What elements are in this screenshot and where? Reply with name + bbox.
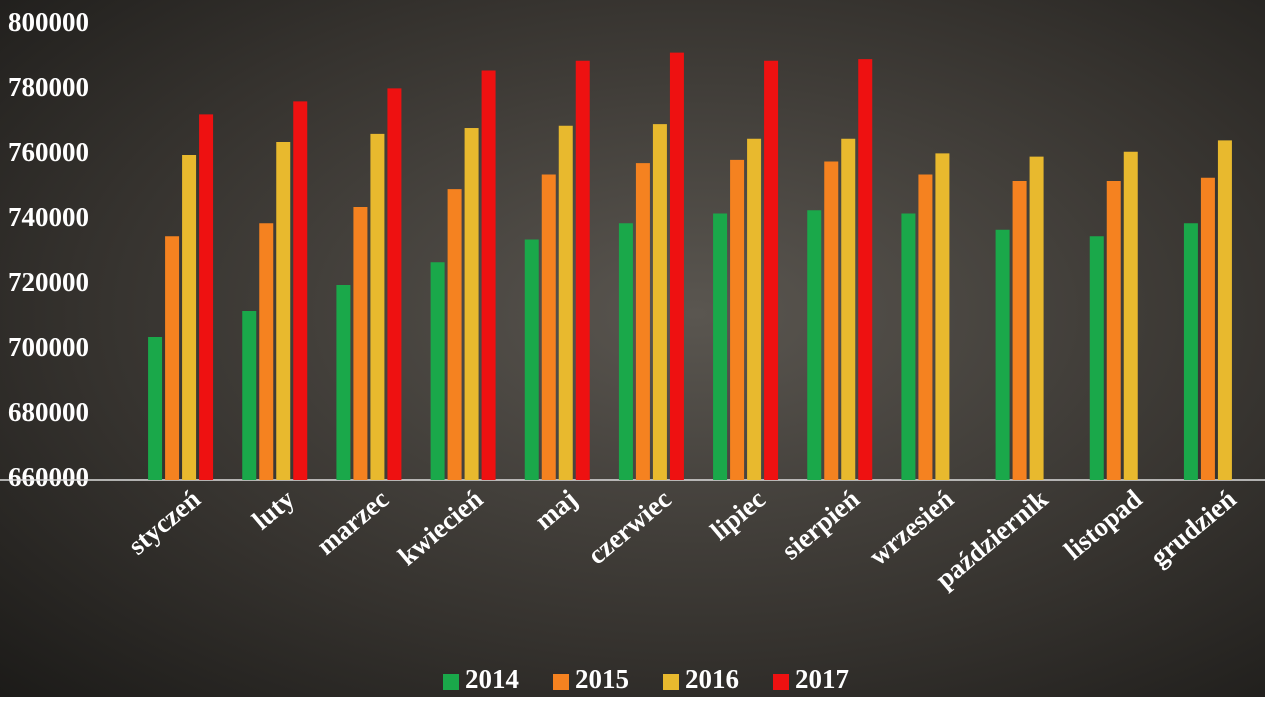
legend-swatch bbox=[663, 674, 679, 690]
bar bbox=[618, 223, 633, 480]
bar bbox=[1029, 156, 1044, 480]
bar bbox=[730, 159, 745, 480]
bar bbox=[148, 337, 163, 480]
bar bbox=[558, 125, 573, 480]
bar bbox=[669, 52, 684, 480]
legend-swatch bbox=[773, 674, 789, 690]
bar bbox=[182, 155, 197, 480]
bar bbox=[524, 239, 539, 480]
bar bbox=[824, 161, 839, 480]
bar bbox=[858, 59, 873, 480]
bar bbox=[713, 213, 728, 480]
bar bbox=[199, 114, 214, 480]
bar bbox=[541, 174, 556, 480]
bar bbox=[387, 88, 402, 480]
y-tick-label: 720000 bbox=[8, 267, 89, 297]
legend-label: 2017 bbox=[795, 664, 849, 694]
legend-label: 2015 bbox=[575, 664, 629, 694]
legend-swatch bbox=[553, 674, 569, 690]
bar bbox=[1217, 140, 1232, 480]
bar bbox=[652, 124, 667, 480]
y-tick-label: 780000 bbox=[8, 72, 89, 102]
bar bbox=[276, 142, 291, 480]
y-tick-label: 660000 bbox=[8, 462, 89, 492]
bar bbox=[165, 236, 180, 480]
bar bbox=[935, 153, 950, 480]
bar bbox=[635, 163, 650, 480]
y-tick-label: 700000 bbox=[8, 332, 89, 362]
bar bbox=[336, 285, 351, 480]
bar bbox=[353, 207, 368, 480]
bar bbox=[901, 213, 916, 480]
legend-label: 2014 bbox=[465, 664, 519, 694]
bar bbox=[293, 101, 308, 480]
y-tick-label: 760000 bbox=[8, 137, 89, 167]
bar bbox=[259, 223, 274, 480]
bar bbox=[1200, 177, 1215, 480]
y-tick-label: 800000 bbox=[8, 7, 89, 37]
y-tick-label: 740000 bbox=[8, 202, 89, 232]
bar bbox=[1089, 236, 1104, 480]
bar bbox=[447, 189, 462, 480]
bar bbox=[430, 262, 445, 480]
bar bbox=[370, 133, 385, 480]
y-tick-label: 680000 bbox=[8, 397, 89, 427]
bar bbox=[764, 60, 779, 480]
bar bbox=[464, 128, 479, 480]
bar bbox=[1123, 151, 1138, 480]
bar bbox=[841, 138, 856, 480]
legend-label: 2016 bbox=[685, 664, 739, 694]
bar bbox=[1012, 181, 1027, 480]
bar bbox=[1106, 181, 1121, 480]
bar bbox=[481, 70, 496, 480]
bar bbox=[242, 311, 257, 480]
bar bbox=[747, 138, 762, 480]
bar bbox=[575, 60, 590, 480]
legend-swatch bbox=[443, 674, 459, 690]
bar bbox=[995, 229, 1010, 480]
bar bbox=[1183, 223, 1198, 480]
bar bbox=[807, 210, 822, 480]
bar bbox=[918, 174, 933, 480]
